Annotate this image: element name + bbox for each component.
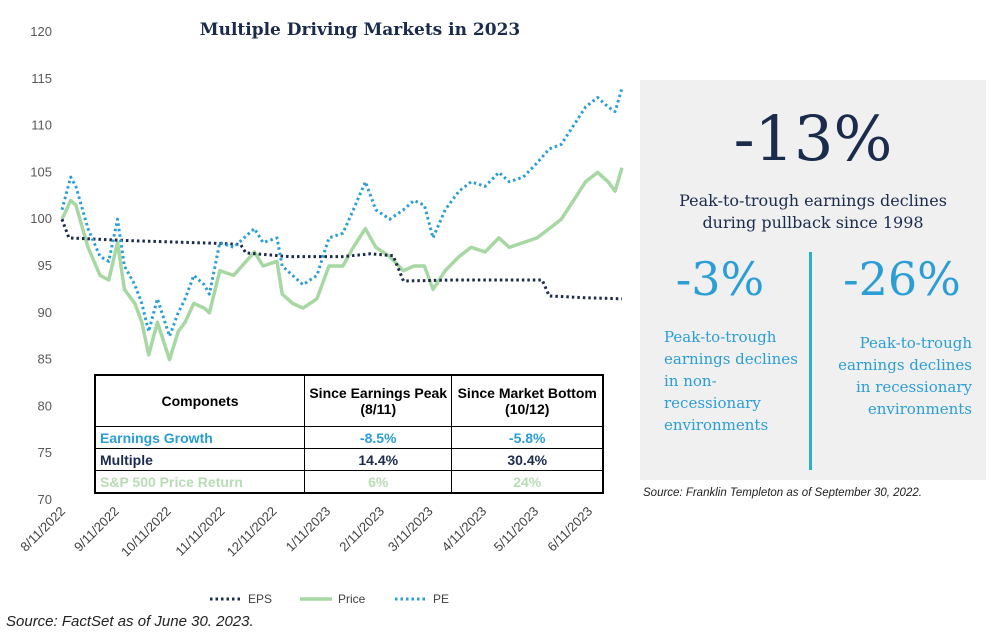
headline-caption: Peak-to-trough earnings declines during … [679, 191, 947, 232]
y-tick-label: 95 [38, 258, 52, 273]
y-tick-label: 90 [38, 305, 52, 320]
y-tick-label: 70 [38, 492, 52, 507]
source-note-bottom: Source: FactSet as of June 30. 2023. [6, 613, 254, 630]
non-recessionary-caption: Peak-to-trough earnings declines in non-… [664, 328, 798, 434]
cell-value: -5.8% [451, 426, 603, 449]
row-label-multiple: Multiple [95, 448, 305, 471]
x-tick-label: 10/11/2022 [118, 504, 174, 560]
table-row: Earnings Growth -8.5% -5.8% [95, 426, 603, 449]
row-label-sp500-price-return: S&P 500 Price Return [95, 470, 305, 493]
table-header-row: Componets Since Earnings Peak (8/11) Sin… [95, 375, 603, 427]
table-row: Multiple 14.4% 30.4% [95, 448, 603, 471]
series-line-price [60, 167, 624, 362]
series-line-pe [60, 87, 624, 338]
x-axis-ticks: 8/11/2022 9/11/202210/11/202211/11/202212… [17, 504, 595, 560]
panel-divider [809, 252, 812, 470]
table-row: S&P 500 Price Return 6% 24% [95, 470, 603, 493]
y-tick-label: 85 [38, 352, 52, 367]
legend-label-eps: EPS [248, 592, 272, 606]
y-tick-label: 75 [38, 445, 52, 460]
table-header-since-peak: Since Earnings Peak (8/11) [303, 375, 453, 427]
x-tick-label: 5/11/2023 [491, 504, 542, 555]
x-tick-label: 3/11/2023 [385, 504, 436, 555]
chart-title: Multiple Driving Markets in 2023 [199, 20, 521, 40]
row-label-earnings-growth: Earnings Growth [95, 426, 305, 449]
table-header-since-bottom: Since Market Bottom (10/12) [451, 375, 603, 427]
source-note-right: Source: Franklin Templeton as of Septemb… [643, 487, 922, 499]
series-layer [60, 87, 624, 362]
y-tick-label: 80 [38, 398, 52, 413]
legend-label-price: Price [338, 592, 366, 606]
stats-panel: -13% Peak-to-trough earnings declines du… [640, 80, 986, 480]
y-tick-label: 120 [30, 24, 52, 39]
series-line-eps [60, 218, 623, 301]
headline-stat: -13% [733, 102, 893, 175]
cell-value: 6% [303, 470, 453, 493]
x-tick-label: 8/11/2022 [17, 504, 68, 555]
cell-value: 24% [451, 470, 603, 493]
legend: EPS Price PE [210, 592, 449, 606]
cell-value: 14.4% [303, 448, 453, 471]
legend-label-pe: PE [433, 592, 449, 606]
x-tick-label: 11/11/2022 [172, 504, 227, 559]
y-axis-ticks: 70 75 80 85 90 95 100 105 110 115 120 [30, 24, 52, 507]
cell-value: 30.4% [451, 448, 603, 471]
x-tick-label: 6/11/2023 [544, 504, 595, 555]
table-header-components: Componets [95, 375, 305, 427]
recessionary-caption: Peak-to-trough earnings declines in rece… [838, 334, 972, 418]
x-tick-label: 1/11/2023 [283, 504, 334, 555]
y-tick-label: 105 [30, 164, 52, 179]
y-tick-label: 100 [30, 211, 52, 226]
x-tick-label: 2/11/2023 [336, 504, 387, 555]
non-recessionary-stat: -3% [675, 252, 765, 306]
x-tick-label: 12/11/2022 [224, 504, 280, 560]
y-tick-label: 115 [31, 71, 52, 86]
y-tick-label: 110 [31, 118, 52, 133]
recessionary-stat: -26% [843, 252, 961, 306]
cell-value: -8.5% [303, 426, 453, 449]
x-tick-label: 4/11/2023 [439, 504, 490, 555]
components-table: Componets Since Earnings Peak (8/11) Sin… [94, 374, 604, 494]
x-tick-label: 9/11/2022 [71, 504, 122, 555]
